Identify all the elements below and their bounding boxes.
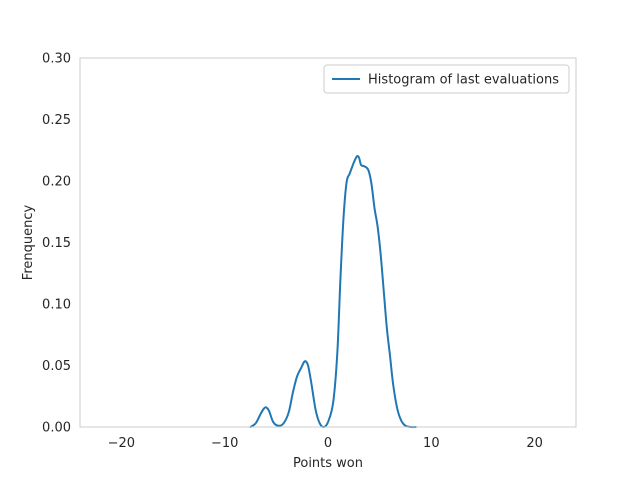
y-axis-ticks: 0.00 0.05 0.10 0.15 0.20 0.25 0.30 (42, 52, 71, 436)
x-axis-ticks: −20 −10 0 10 20 (108, 436, 543, 451)
y-tick-label: 0.15 (42, 236, 71, 251)
series-line (249, 155, 417, 429)
y-tick-label: 0.20 (42, 175, 71, 190)
y-tick-label: 0.30 (42, 52, 71, 67)
x-tick-label: 20 (526, 436, 543, 451)
legend-entry-label: Histogram of last evaluations (368, 73, 559, 88)
y-tick-label: 0.05 (42, 359, 71, 374)
y-tick-label: 0.00 (42, 421, 71, 436)
x-axis-label: Points won (293, 456, 363, 471)
y-tick-label: 0.25 (42, 113, 71, 128)
x-tick-label: −20 (108, 436, 135, 451)
plot-frame (79, 57, 577, 428)
y-tick-label: 0.10 (42, 298, 71, 313)
legend-box (323, 64, 570, 94)
series-layer (249, 155, 417, 429)
y-axis-label: Frenquency (21, 204, 36, 280)
legend: Histogram of last evaluations (323, 64, 570, 94)
x-tick-label: 0 (324, 436, 332, 451)
plot-area (80, 58, 576, 427)
x-tick-label: −10 (211, 436, 238, 451)
x-tick-label: 10 (423, 436, 440, 451)
